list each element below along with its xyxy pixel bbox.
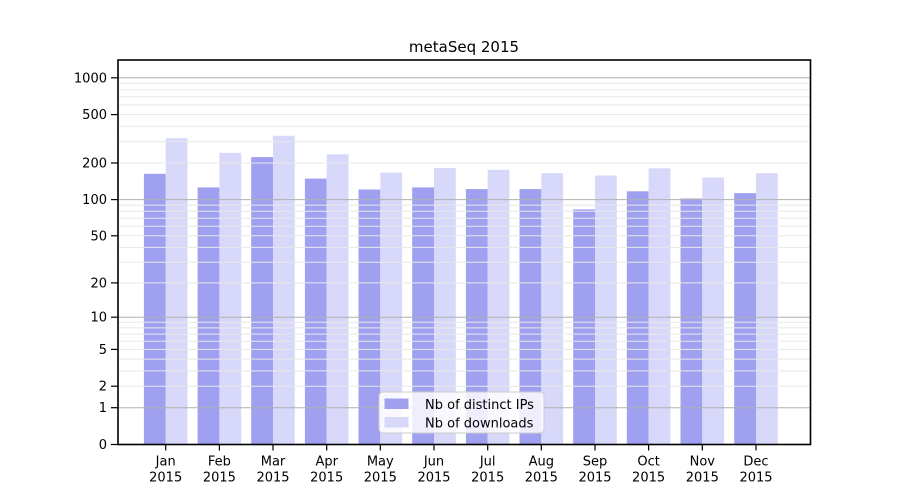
- bar-downloads: [273, 135, 295, 445]
- legend-swatch-distinct-ips-icon: [384, 398, 409, 409]
- y-axis-tick-label: 2: [99, 380, 107, 395]
- x-axis-tick-label-year: 2015: [149, 471, 182, 486]
- x-axis-tick-label-year: 2015: [739, 471, 772, 486]
- y-axis-tick-label: 5: [99, 343, 107, 358]
- x-axis-tick-label-month: Sep: [583, 455, 608, 470]
- bar-distinct-ips: [573, 209, 595, 445]
- x-axis-tick-label-month: Feb: [208, 455, 231, 470]
- legend-label-downloads: Nb of downloads: [425, 417, 534, 432]
- x-axis-tick-label-month: Mar: [261, 455, 286, 470]
- y-axis-tick-label: 50: [90, 229, 107, 244]
- x-axis-tick-label-year: 2015: [471, 471, 504, 486]
- x-axis-tick-label-month: Apr: [315, 455, 338, 470]
- bar-distinct-ips: [412, 187, 434, 445]
- x-axis-tick-label-year: 2015: [578, 471, 611, 486]
- bar-downloads: [434, 168, 456, 445]
- x-axis-tick-label-year: 2015: [364, 471, 397, 486]
- x-axis-tick-label-year: 2015: [417, 471, 450, 486]
- x-axis-tick-label-month: Nov: [690, 455, 716, 470]
- x-axis-tick-label-month: Dec: [743, 455, 768, 470]
- bar-downloads: [541, 173, 564, 445]
- bar-downloads: [648, 168, 671, 445]
- bars-layer: [143, 135, 778, 445]
- x-axis-tick-label-year: 2015: [256, 471, 289, 486]
- y-axis-tick-label: 1: [99, 401, 107, 416]
- legend: Nb of distinct IPs Nb of downloads: [378, 391, 545, 434]
- x-axis-tick-label-month: Oct: [637, 455, 659, 470]
- bar-downloads: [595, 175, 617, 445]
- bar-distinct-ips: [680, 198, 703, 445]
- bar-distinct-ips: [304, 178, 327, 445]
- bar-distinct-ips: [734, 193, 756, 445]
- bar-downloads: [219, 152, 242, 445]
- x-axis-tick-label-month: May: [367, 455, 394, 470]
- legend-box: [378, 391, 545, 434]
- axes-layer: 10005002001005020105210Jan2015Feb2015Mar…: [74, 59, 812, 486]
- x-axis-tick-label-year: 2015: [203, 471, 236, 486]
- bar-downloads: [487, 169, 510, 445]
- x-axis-tick-label-month: Jan: [155, 455, 176, 470]
- x-axis-tick-label-month: Jun: [423, 455, 444, 470]
- bar-downloads: [326, 154, 349, 445]
- legend-swatch-downloads-icon: [384, 417, 409, 428]
- chart-title: metaSeq 2015: [409, 38, 519, 56]
- x-axis-tick-label-year: 2015: [632, 471, 665, 486]
- y-axis-tick-label: 100: [82, 193, 107, 208]
- y-axis-tick-label: 20: [90, 276, 107, 291]
- legend-label-distinct-ips: Nb of distinct IPs: [425, 398, 534, 413]
- x-axis-tick-label-year: 2015: [525, 471, 558, 486]
- bar-distinct-ips: [143, 173, 166, 445]
- bar-distinct-ips: [626, 191, 649, 445]
- bar-distinct-ips: [197, 187, 220, 445]
- gridlines-layer: [118, 77, 811, 409]
- y-axis-tick-label: 10: [90, 311, 107, 326]
- y-axis-tick-label: 500: [82, 108, 107, 123]
- bar-downloads: [165, 138, 188, 445]
- x-axis-tick-label-month: Jul: [479, 455, 496, 470]
- plot-border: [117, 59, 812, 446]
- y-axis-tick-label: 0: [99, 438, 107, 453]
- bar-downloads: [702, 177, 725, 445]
- x-axis-tick-label-year: 2015: [686, 471, 719, 486]
- y-axis-tick-label: 200: [82, 157, 107, 172]
- bar-distinct-ips: [251, 157, 273, 445]
- bar-downloads: [756, 173, 778, 445]
- x-axis-tick-label-month: Aug: [529, 455, 554, 470]
- bar-downloads: [380, 172, 403, 445]
- y-axis-tick-label: 1000: [74, 71, 107, 86]
- x-axis-tick-label-year: 2015: [310, 471, 343, 486]
